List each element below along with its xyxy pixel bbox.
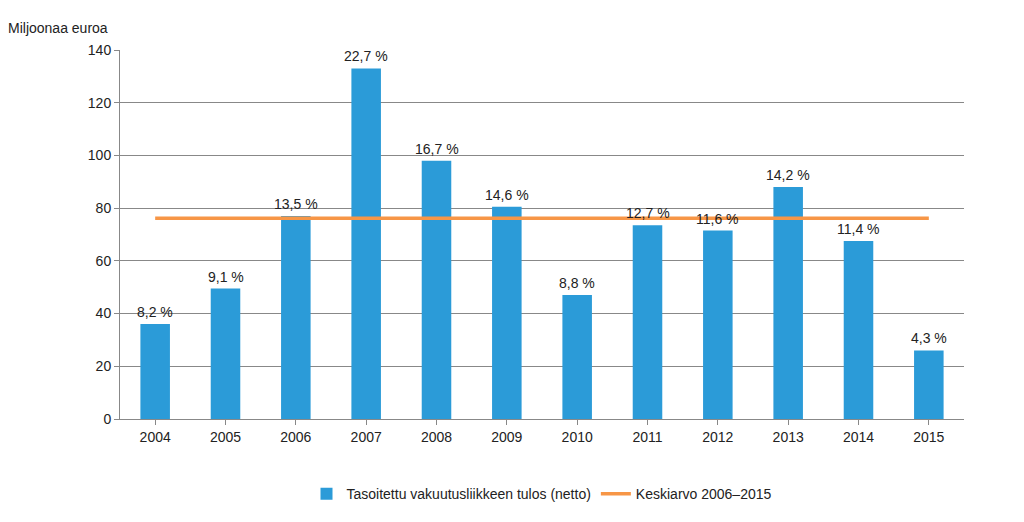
svg-text:2013: 2013 (773, 429, 804, 445)
svg-text:Keskiarvo 2006–2015: Keskiarvo 2006–2015 (636, 486, 772, 502)
svg-text:2007: 2007 (351, 429, 382, 445)
svg-text:8,2 %: 8,2 % (137, 304, 173, 320)
svg-text:80: 80 (96, 200, 112, 216)
svg-text:120: 120 (88, 95, 112, 111)
svg-text:22,7 %: 22,7 % (344, 48, 388, 64)
svg-text:2006: 2006 (280, 429, 311, 445)
svg-text:13,5 %: 13,5 % (274, 196, 318, 212)
svg-text:2008: 2008 (421, 429, 452, 445)
svg-text:2005: 2005 (210, 429, 241, 445)
svg-text:140: 140 (88, 42, 112, 58)
svg-text:2014: 2014 (843, 429, 874, 445)
svg-text:2004: 2004 (140, 429, 171, 445)
svg-text:2009: 2009 (491, 429, 522, 445)
svg-text:9,1 %: 9,1 % (208, 269, 244, 285)
svg-text:20: 20 (96, 358, 112, 374)
svg-text:100: 100 (88, 147, 112, 163)
svg-text:2011: 2011 (632, 429, 662, 445)
svg-text:2012: 2012 (702, 429, 733, 445)
svg-text:11,6 %: 11,6 % (696, 211, 739, 227)
svg-text:2015: 2015 (913, 429, 944, 445)
svg-text:2010: 2010 (562, 429, 593, 445)
svg-text:12,7 %: 12,7 % (626, 205, 670, 221)
svg-text:14,6 %: 14,6 % (485, 187, 529, 203)
svg-text:0: 0 (103, 411, 111, 427)
svg-text:11,4 %: 11,4 % (837, 221, 880, 237)
svg-text:4,3 %: 4,3 % (911, 330, 947, 346)
svg-text:Tasoitettu vakuutusliikkeen tu: Tasoitettu vakuutusliikkeen tulos (netto… (347, 486, 591, 502)
svg-text:8,8 %: 8,8 % (559, 275, 595, 291)
svg-text:16,7 %: 16,7 % (415, 141, 459, 157)
svg-text:60: 60 (96, 253, 112, 269)
svg-text:14,2 %: 14,2 % (766, 167, 810, 183)
svg-text:40: 40 (96, 305, 112, 321)
svg-text:Miljoonaa euroa: Miljoonaa euroa (8, 20, 108, 36)
